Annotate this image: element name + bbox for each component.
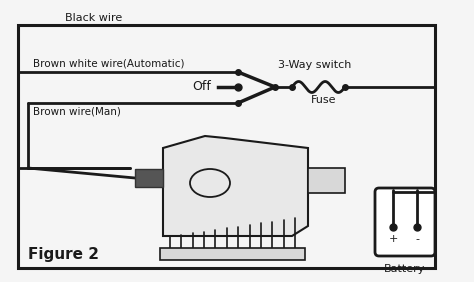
Text: Fuse: Fuse [311, 95, 336, 105]
Text: Figure 2: Figure 2 [28, 247, 99, 262]
Bar [18, 25, 435, 268]
Text: Battery: Battery [384, 264, 426, 274]
Text: -: - [415, 234, 419, 244]
Text: +: + [388, 234, 398, 244]
Polygon shape [163, 136, 308, 236]
Text: Off: Off [192, 80, 211, 92]
Text: Brown wire(Man): Brown wire(Man) [33, 107, 121, 117]
Text: Black wire: Black wire [65, 13, 122, 23]
Bar [160, 248, 305, 260]
FancyBboxPatch shape [375, 188, 435, 256]
Text: 3-Way switch: 3-Way switch [278, 60, 351, 70]
Text: Brown white wire(Automatic): Brown white wire(Automatic) [33, 58, 184, 68]
Bar [308, 168, 345, 193]
Bar [135, 169, 163, 187]
